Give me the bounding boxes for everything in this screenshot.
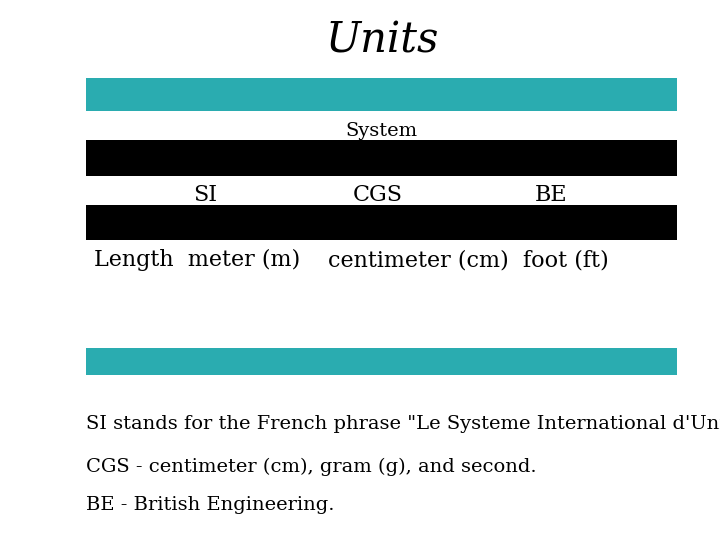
Text: SI: SI xyxy=(193,185,217,206)
Bar xyxy=(86,205,677,240)
Text: BE: BE xyxy=(534,185,567,206)
Bar xyxy=(86,140,677,176)
Bar xyxy=(86,348,677,375)
Bar xyxy=(86,78,677,111)
Text: centimeter (cm)  foot (ft): centimeter (cm) foot (ft) xyxy=(328,249,608,271)
Text: Length  meter (m): Length meter (m) xyxy=(94,249,300,271)
Text: CGS: CGS xyxy=(353,185,403,206)
Text: System: System xyxy=(346,122,418,140)
Text: SI stands for the French phrase "Le Systeme International d'Unitus.": SI stands for the French phrase "Le Syst… xyxy=(86,415,720,433)
Text: BE - British Engineering.: BE - British Engineering. xyxy=(86,496,335,514)
Text: CGS - centimeter (cm), gram (g), and second.: CGS - centimeter (cm), gram (g), and sec… xyxy=(86,458,537,476)
Text: Units: Units xyxy=(325,19,438,62)
